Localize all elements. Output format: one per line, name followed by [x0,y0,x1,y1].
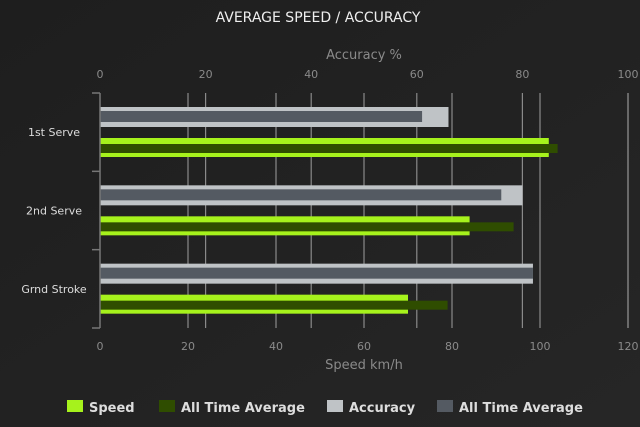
accuracy-average-bar [100,111,423,122]
bottom-axis-title: Speed km/h [325,358,403,373]
legend-label: All Time Average [459,401,583,416]
legend-swatch [67,400,83,412]
legend-label: Accuracy [349,401,416,416]
legend-label: Speed [89,401,135,416]
bottom-tick-label: 40 [269,340,283,353]
category-label: Grnd Stroke [21,283,87,296]
bottom-tick-label: 120 [618,340,639,353]
legend-label: All Time Average [181,401,305,416]
category-label: 2nd Serve [26,205,82,218]
category-label: 1st Serve [28,126,80,139]
bottom-tick-label: 100 [530,340,551,353]
top-tick-label: 0 [97,68,104,81]
speed-average-bar [100,222,514,232]
top-tick-label: 60 [410,68,424,81]
bottom-tick-label: 60 [357,340,371,353]
top-tick-label: 80 [515,68,529,81]
speed-average-bar [100,300,448,310]
top-tick-label: 100 [618,68,639,81]
bottom-tick-label: 0 [97,340,104,353]
accuracy-average-bar [100,189,502,201]
top-axis-title: Accuracy % [326,48,402,63]
legend-swatch [327,400,343,412]
bottom-tick-label: 20 [181,340,195,353]
speed-average-bar [100,144,558,153]
chart-title: AVERAGE SPEED / ACCURACY [216,10,421,26]
legend-swatch [159,400,175,412]
top-tick-label: 20 [199,68,213,81]
bottom-tick-label: 80 [445,340,459,353]
top-tick-label: 40 [304,68,318,81]
legend-swatch [437,400,453,412]
accuracy-average-bar [100,267,533,279]
